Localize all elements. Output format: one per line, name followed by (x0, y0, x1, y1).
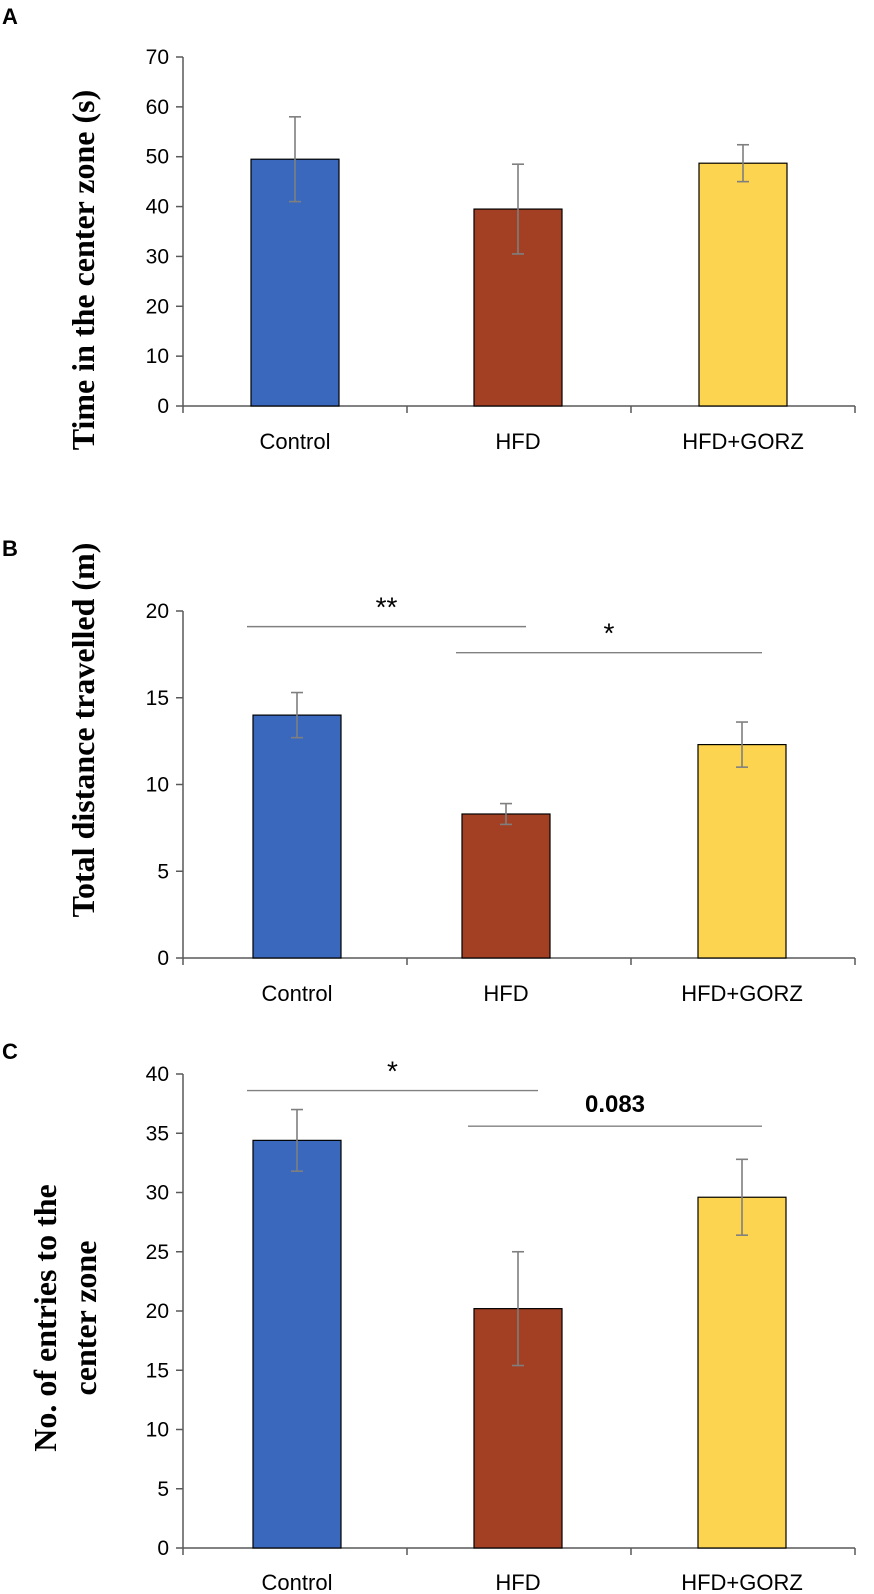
y-tick-label: 10 (146, 1419, 169, 1442)
bar-hfd-gorz (697, 1196, 787, 1549)
significance-label: * (604, 618, 615, 649)
x-category-label: HFD+GORZ (681, 981, 803, 1006)
y-tick-label: 35 (146, 1122, 169, 1145)
y-tick-label: 0 (157, 1537, 169, 1560)
y-tick-label: 5 (157, 1478, 169, 1501)
y-axis-title: center zone (67, 1241, 103, 1396)
x-category-label: HFD+GORZ (682, 429, 804, 454)
panel-letter: A (2, 4, 18, 29)
panel-letter: C (2, 1039, 18, 1064)
y-tick-label: 20 (146, 295, 169, 318)
significance-label: * (387, 1056, 398, 1087)
y-axis-title: Time in the center zone (s) (65, 90, 101, 451)
chart-panel-a: A 0 10 20 30 40 50 60 70 Control HFD HFD+GORZ Time i… (2, 4, 856, 454)
bar-hfd (461, 813, 551, 959)
y-tick-label: 20 (146, 600, 169, 623)
y-tick-label: 50 (146, 146, 169, 169)
y-tick-label: 0 (157, 395, 169, 418)
x-category-label: HFD (495, 1570, 540, 1594)
y-tick-label: 5 (157, 860, 169, 883)
y-tick-label: 15 (146, 687, 169, 710)
x-category-label: Control (262, 981, 333, 1006)
x-category-label: HFD (483, 981, 528, 1006)
y-tick-label: 25 (146, 1241, 169, 1264)
y-tick-label: 40 (146, 1063, 169, 1086)
x-category-label: Control (262, 1570, 333, 1594)
bar-hfd-gorz (697, 743, 787, 959)
bar-control (252, 1139, 342, 1549)
chart-panel-c: C 0 5 10 15 20 25 30 35 40 Control HFD HFD+GORZ * 0.08… (2, 1039, 856, 1594)
panel-letter: B (2, 536, 18, 561)
x-category-label: HFD+GORZ (681, 1570, 803, 1594)
bar-control (252, 714, 342, 959)
bar-hfd-gorz (698, 162, 788, 407)
y-axis-title: No. of entries to the (27, 1184, 63, 1451)
significance-label: 0.083 (585, 1091, 645, 1118)
y-tick-label: 10 (146, 345, 169, 368)
y-tick-label: 0 (157, 947, 169, 970)
y-tick-label: 20 (146, 1300, 169, 1323)
y-tick-label: 30 (146, 245, 169, 268)
y-tick-label: 40 (146, 196, 169, 219)
y-axis-title: Total distance travelled (m) (65, 543, 101, 918)
x-category-label: HFD (495, 429, 540, 454)
y-tick-label: 70 (146, 46, 169, 69)
x-category-label: Control (260, 429, 331, 454)
y-tick-label: 15 (146, 1359, 169, 1382)
y-tick-label: 30 (146, 1182, 169, 1205)
significance-label: ** (376, 592, 398, 623)
y-tick-label: 60 (146, 96, 169, 119)
y-tick-label: 10 (146, 774, 169, 797)
